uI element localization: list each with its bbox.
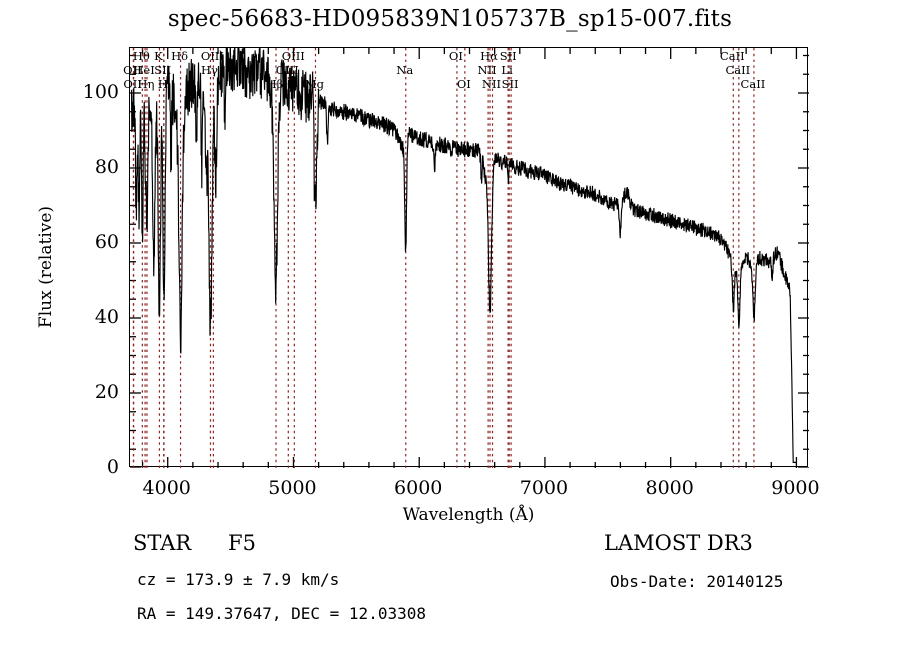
redshift-velocity-label: cz = 173.9 ± 7.9 km/s xyxy=(137,570,340,589)
y-tick-label-40: 40 xyxy=(94,306,119,328)
y-tick-label-0: 0 xyxy=(106,456,119,478)
line-label-Li-6707: Li xyxy=(501,63,513,77)
y-tick-label-80: 80 xyxy=(94,156,119,178)
line-label-H-4340: Hγ xyxy=(201,63,218,77)
line-label-OIII-5007: OIII xyxy=(281,49,305,63)
y-tick-label-100: 100 xyxy=(82,81,119,103)
y-axis-title: Flux (relative) xyxy=(36,205,56,329)
line-label-H-6563: Hα xyxy=(480,49,498,63)
line-label-OI-6363: OI xyxy=(456,77,471,91)
line-label-SII-3968: SII xyxy=(154,63,172,77)
page-title: spec-56683-HD095839N105737B_sp15-007.fit… xyxy=(167,6,733,32)
line-label-H-3798: Hθ xyxy=(132,49,150,63)
x-tick-label-4000: 4000 xyxy=(142,477,191,499)
obs-date-label: Obs-Date: 20140125 xyxy=(610,572,784,591)
line-label-OII-3727: OII xyxy=(123,63,142,77)
line-label-OI-6300: OI xyxy=(448,49,463,63)
coordinates-label: RA = 149.37647, DEC = 12.03308 xyxy=(137,604,426,623)
line-label-CaII-8498: CaII xyxy=(719,49,745,63)
line-label-CaII-8662: CaII xyxy=(740,77,766,91)
x-tick-label-8000: 8000 xyxy=(645,477,694,499)
line-label-CaII-8542: CaII xyxy=(725,63,751,77)
y-tick-label-60: 60 xyxy=(94,231,119,253)
spectral-type-label: F5 xyxy=(228,531,256,555)
y-tick-label-20: 20 xyxy=(94,381,119,403)
line-label-OIII-4363: OIII xyxy=(200,49,224,63)
line-label-H-4102: Hδ xyxy=(171,49,189,63)
line-label-H-3970: H xyxy=(157,77,168,91)
x-tick-label-6000: 6000 xyxy=(394,477,443,499)
line-label-NII-6583: NII xyxy=(481,77,502,91)
survey-label: LAMOST DR3 xyxy=(604,531,753,555)
object-class-label: STAR xyxy=(133,531,192,555)
line-label-OIII-4959: OIII xyxy=(275,63,299,77)
line-label-SII-6716: SII xyxy=(499,49,517,63)
x-tick-label-5000: 5000 xyxy=(268,477,317,499)
line-label-K-3934: K xyxy=(154,49,163,63)
line-label-Mg-5175: Mg xyxy=(304,77,325,91)
x-tick-label-9000: 9000 xyxy=(771,477,820,499)
line-label-NII-6548: NII xyxy=(477,63,497,77)
line-label-SII-6731: SII xyxy=(501,77,519,91)
plot-frame xyxy=(129,47,809,468)
line-label-HeI-3820: HeI xyxy=(133,63,155,77)
line-label-H-4861: Hβ xyxy=(266,77,284,91)
line-label-H-3835: Hη xyxy=(137,77,155,91)
line-label-Na-5893: Na xyxy=(396,63,414,77)
spectrum-plot xyxy=(130,48,809,468)
x-tick-label-7000: 7000 xyxy=(519,477,569,499)
x-axis-title: Wavelength (Å) xyxy=(402,505,535,525)
line-label-OII-3729: OII xyxy=(123,77,142,91)
